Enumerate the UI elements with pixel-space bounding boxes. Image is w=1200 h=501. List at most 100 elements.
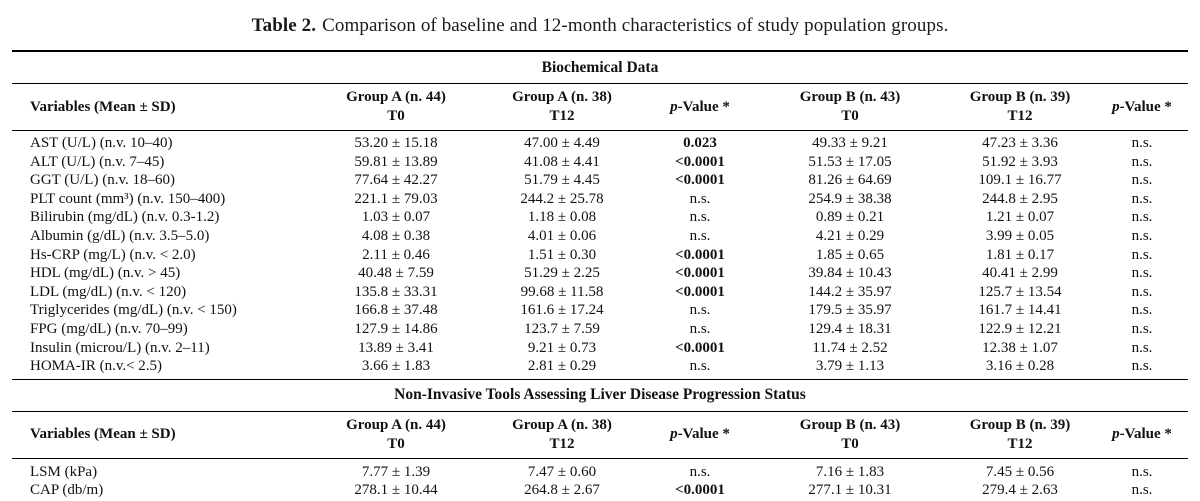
column-header-variables: Variables (Mean ± SD) — [12, 411, 312, 459]
value-cell: 4.01 ± 0.06 — [527, 227, 597, 244]
value-cell: 3.66 ± 1.83 — [361, 358, 431, 375]
table-row: CAP (db/m) 278.1 ± 10.44 264.8 ± 2.67 <0.00… — [12, 481, 1188, 501]
p-value-cell: n.s. — [1131, 227, 1153, 244]
variable-cell: Albumin (g/dL) (n.v. 3.5–5.0) — [30, 227, 210, 244]
column-header-group-b-t12: Group B (n. 39) T12 — [944, 411, 1096, 459]
value-cell: 264.8 ± 2.67 — [524, 482, 600, 499]
value-cell: 161.7 ± 14.41 — [978, 302, 1062, 319]
section-heading: Non-Invasive Tools Assessing Liver Disea… — [12, 379, 1188, 412]
value-cell: 12.38 ± 1.07 — [982, 339, 1058, 356]
p-value-cell: n.s. — [1131, 482, 1153, 499]
p-value-cell: n.s. — [1131, 302, 1153, 319]
column-header-p-value-a: p-Value * — [644, 83, 756, 131]
table-row: ALT (U/L) (n.v. 7–45) 59.81 ± 13.89 41.08 … — [12, 153, 1188, 172]
table-row: Bilirubin (mg/dL) (n.v. 0.3-1.2) 1.03 ± 0… — [12, 208, 1188, 227]
value-cell: 4.21 ± 0.29 — [815, 227, 885, 244]
p-value-cell: <0.0001 — [675, 265, 725, 282]
p-rest: -Value * — [1119, 98, 1172, 115]
group-label: Group B (n. 43) — [799, 89, 901, 105]
value-cell: 279.4 ± 2.63 — [982, 482, 1058, 499]
p-value-cell: n.s. — [1131, 135, 1153, 151]
variable-cell: Insulin (microu/L) (n.v. 2–11) — [30, 339, 210, 356]
p-value-cell: n.s. — [689, 227, 711, 244]
table-caption: Table 2. Comparison of baseline and 12-mo… — [0, 0, 1200, 37]
p-value-cell: n.s. — [1131, 339, 1153, 356]
value-cell: 40.41 ± 2.99 — [982, 265, 1058, 282]
table-container: Biochemical Data Variables (Mean ± SD) G… — [0, 50, 1200, 501]
value-cell: 166.8 ± 37.48 — [354, 302, 438, 319]
p-value-cell: n.s. — [1131, 320, 1153, 337]
value-cell: 7.47 ± 0.60 — [527, 463, 597, 480]
value-cell: 135.8 ± 33.31 — [354, 283, 438, 300]
value-cell: 1.18 ± 0.08 — [527, 209, 597, 226]
time-label: T12 — [1007, 435, 1033, 452]
value-cell: 11.74 ± 2.52 — [812, 339, 888, 356]
p-value-cell: n.s. — [689, 320, 711, 337]
variable-cell: LDL (mg/dL) (n.v. < 120) — [30, 283, 187, 300]
value-cell: 244.8 ± 2.95 — [982, 190, 1058, 207]
value-cell: 99.68 ± 11.58 — [520, 283, 604, 300]
column-header-group-a-t12: Group A (n. 38) T12 — [480, 411, 644, 459]
value-cell: 2.11 ± 0.46 — [362, 246, 430, 263]
value-cell: 51.92 ± 3.93 — [982, 153, 1058, 170]
table-row: PLT count (mm³) (n.v. 150–400) 221.1 ± 79… — [12, 190, 1188, 209]
table-row: Triglycerides (mg/dL) (n.v. < 150) 166.8 … — [12, 301, 1188, 320]
p-value-cell: <0.0001 — [675, 283, 725, 300]
value-cell: 47.23 ± 3.36 — [982, 135, 1058, 151]
value-cell: 1.51 ± 0.30 — [527, 246, 597, 263]
table-row: Insulin (microu/L) (n.v. 2–11) 13.89 ± 3.… — [12, 339, 1188, 358]
value-cell: 125.7 ± 13.54 — [978, 283, 1062, 300]
time-label: T12 — [549, 108, 575, 124]
value-cell: 3.79 ± 1.13 — [815, 358, 885, 375]
p-value-cell: n.s. — [1131, 358, 1153, 375]
time-label: T0 — [841, 108, 859, 124]
column-header-group-b-t0: Group B (n. 43) T0 — [756, 83, 944, 131]
value-cell: 221.1 ± 79.03 — [354, 190, 438, 207]
value-cell: 122.9 ± 12.21 — [978, 320, 1062, 337]
column-header-variables: Variables (Mean ± SD) — [12, 83, 312, 131]
p-value-cell: n.s. — [1131, 246, 1153, 263]
p-italic: p — [1112, 98, 1120, 115]
variable-cell: AST (U/L) (n.v. 10–40) — [30, 135, 173, 151]
value-cell: 39.84 ± 10.43 — [808, 265, 892, 282]
value-cell: 1.81 ± 0.17 — [985, 246, 1055, 263]
p-value-cell: n.s. — [689, 358, 711, 375]
p-value-cell: n.s. — [689, 190, 711, 207]
column-header-group-a-t12: Group A (n. 38) T12 — [480, 83, 644, 131]
comparison-table: Biochemical Data Variables (Mean ± SD) G… — [12, 50, 1188, 501]
value-cell: 3.16 ± 0.28 — [985, 358, 1055, 375]
table-caption-text: Comparison of baseline and 12-month char… — [322, 15, 949, 36]
variable-cell: Hs-CRP (mg/L) (n.v. < 2.0) — [30, 246, 196, 263]
section-heading-row: Biochemical Data — [12, 51, 1188, 84]
value-cell: 7.77 ± 1.39 — [361, 463, 431, 480]
table-caption-label: Table 2. — [251, 15, 317, 36]
group-label: Group B (n. 43) — [799, 416, 901, 433]
table-row: AST (U/L) (n.v. 10–40) 53.20 ± 15.18 47.00… — [12, 131, 1188, 153]
group-label: Group A (n. 38) — [512, 416, 612, 433]
value-cell: 47.00 ± 4.49 — [524, 135, 600, 151]
table-row: FPG (mg/dL) (n.v. 70–99) 127.9 ± 14.86 123… — [12, 320, 1188, 339]
p-value-cell: <0.0001 — [675, 482, 725, 499]
value-cell: 51.79 ± 4.45 — [524, 172, 600, 189]
table-row: Albumin (g/dL) (n.v. 3.5–5.0) 4.08 ± 0.38… — [12, 227, 1188, 246]
p-value-cell: <0.0001 — [675, 172, 725, 189]
time-label: T12 — [549, 435, 575, 452]
p-italic: p — [1112, 426, 1120, 443]
column-header-group-b-t0: Group B (n. 43) T0 — [756, 411, 944, 459]
value-cell: 123.7 ± 7.59 — [524, 320, 600, 337]
value-cell: 4.08 ± 0.38 — [361, 227, 431, 244]
value-cell: 109.1 ± 16.77 — [978, 172, 1062, 189]
value-cell: 81.26 ± 64.69 — [808, 172, 892, 189]
table-row: HDL (mg/dL) (n.v. > 45) 40.48 ± 7.59 51.29… — [12, 264, 1188, 283]
value-cell: 144.2 ± 35.97 — [808, 283, 892, 300]
column-header-p-value-b: p-Value * — [1096, 411, 1188, 459]
biochemical-data-rows: AST (U/L) (n.v. 10–40) 53.20 ± 15.18 47.00… — [12, 131, 1188, 380]
value-cell: 1.21 ± 0.07 — [985, 209, 1055, 226]
p-rest: -Value * — [1119, 426, 1172, 443]
group-label: Group A (n. 44) — [346, 89, 446, 105]
p-rest: -Value * — [677, 426, 730, 443]
value-cell: 0.89 ± 0.21 — [815, 209, 885, 226]
time-label: T12 — [1007, 108, 1033, 124]
value-cell: 244.2 ± 25.78 — [520, 190, 604, 207]
